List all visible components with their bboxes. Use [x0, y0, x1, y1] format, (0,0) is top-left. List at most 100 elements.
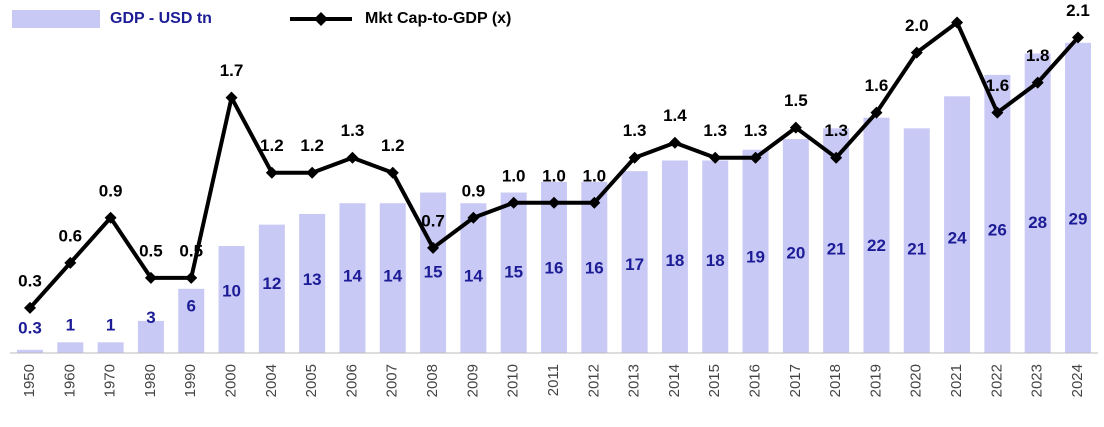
bar	[863, 117, 890, 354]
bar	[944, 96, 971, 353]
line-marker	[870, 106, 883, 119]
line-label: 1.3	[341, 121, 365, 140]
line-label: 0.5	[139, 241, 163, 260]
line-marker	[668, 136, 681, 149]
x-tick-label: 2022	[988, 364, 1005, 397]
bar-label: 15	[424, 262, 443, 281]
line-label: 1.2	[260, 136, 284, 155]
line-marker	[24, 301, 36, 314]
x-tick-label: 2012	[585, 364, 602, 397]
bar	[299, 213, 326, 353]
line-marker	[628, 151, 641, 164]
line-marker	[951, 16, 964, 29]
bar-label: 12	[262, 274, 281, 293]
line-marker	[225, 91, 238, 104]
line-marker	[104, 211, 117, 224]
bar	[581, 181, 608, 353]
line-label: 1.6	[865, 76, 889, 95]
x-tick-label: 2009	[464, 364, 481, 397]
legend-swatch-bar	[12, 10, 100, 28]
bar-label: 20	[786, 243, 805, 262]
bar	[57, 342, 84, 353]
line-label: 1.8	[1026, 46, 1050, 65]
line-label: 0.5	[179, 241, 203, 260]
line-label: 0.3	[18, 271, 42, 290]
line-marker	[467, 211, 480, 224]
bar-label: 21	[907, 240, 926, 259]
bar	[702, 160, 729, 353]
x-tick-label: 2021	[948, 364, 965, 397]
x-tick-label: 2013	[626, 364, 643, 397]
bar	[379, 203, 406, 353]
bar	[258, 224, 285, 353]
line-marker	[548, 196, 560, 209]
x-tick-label: 1980	[142, 364, 159, 397]
bar	[339, 203, 366, 353]
bar-label: 6	[186, 297, 195, 316]
bar	[460, 203, 487, 353]
bar	[218, 246, 245, 353]
bar	[782, 139, 809, 353]
bar-label: 1	[106, 316, 115, 335]
x-tick-label: 1950	[21, 364, 38, 397]
x-tick-label: 2018	[827, 364, 844, 397]
x-tick-label: 2005	[303, 364, 320, 397]
bar-label: 3	[146, 308, 155, 327]
line-label: 0.9	[99, 181, 123, 200]
bar-label: 26	[988, 221, 1007, 240]
bar	[661, 160, 688, 353]
line-label: 1.7	[220, 61, 244, 80]
x-tick-label: 2010	[505, 364, 522, 397]
bar-label: 10	[222, 281, 241, 300]
x-tick-label: 2019	[867, 364, 884, 397]
line-label: 1.0	[582, 166, 606, 185]
line-marker	[1031, 76, 1044, 89]
x-tick-label: 2011	[545, 364, 562, 396]
bar-label: 1	[66, 316, 75, 335]
line-label: 0.6	[58, 226, 82, 245]
line-marker	[1072, 31, 1084, 44]
x-tick-label: 2000	[223, 364, 240, 397]
x-tick-label: 2006	[343, 364, 360, 397]
bar-label: 28	[1028, 213, 1047, 232]
line-marker	[386, 166, 399, 179]
bar	[984, 74, 1011, 353]
line-marker	[265, 166, 278, 179]
line-marker	[749, 151, 762, 164]
line-label: 1.3	[623, 121, 647, 140]
line-label: 1.3	[744, 121, 768, 140]
line-marker	[144, 271, 157, 284]
x-tick-label: 2023	[1029, 364, 1046, 397]
bar-label: 16	[585, 259, 604, 278]
x-tick-label: 2015	[706, 364, 723, 397]
bar-label: 17	[625, 255, 644, 274]
bar	[137, 320, 164, 353]
bar-label: 0.3	[18, 318, 42, 337]
bar-label: 16	[545, 259, 564, 278]
line-marker	[185, 271, 198, 284]
legend-label: GDP - USD tn	[110, 10, 212, 27]
bar	[17, 349, 43, 353]
line-marker	[427, 241, 440, 254]
bar	[178, 288, 205, 353]
line-marker	[709, 151, 722, 164]
bar	[1024, 53, 1051, 353]
line-marker	[588, 196, 601, 209]
line-label: 2.1	[1066, 1, 1090, 20]
x-tick-label: 2004	[263, 364, 280, 397]
bar	[823, 128, 850, 353]
bar-label: 19	[746, 247, 765, 266]
x-tick-label: 2014	[666, 364, 683, 397]
line-marker	[789, 121, 802, 134]
line-marker	[507, 196, 520, 209]
line-marker	[830, 151, 843, 164]
legend-marker	[314, 12, 328, 26]
bar-label: 14	[464, 266, 483, 285]
x-tick-label: 2020	[908, 364, 925, 397]
bar-label: 21	[827, 240, 846, 259]
bar-label: 15	[504, 262, 523, 281]
line-label: 1.4	[663, 106, 687, 125]
x-tick-label: 2007	[384, 364, 401, 397]
bar	[742, 149, 769, 353]
bar	[621, 171, 648, 353]
